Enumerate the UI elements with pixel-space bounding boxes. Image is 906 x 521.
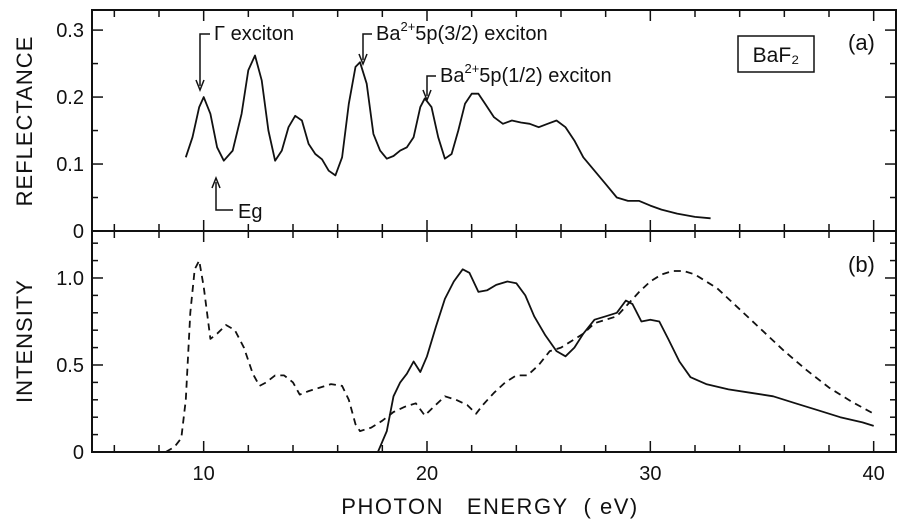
series-line-solid — [377, 268, 874, 453]
gamma-arrowhead — [195, 79, 205, 93]
material-label: BaF₂ — [753, 44, 800, 67]
panel-a-label: (a) — [848, 30, 875, 55]
y-tick-label: 1.0 — [56, 268, 84, 290]
material-label-box — [737, 35, 815, 73]
x-tick-label: 30 — [639, 463, 661, 485]
gamma-arrow-line — [199, 33, 210, 86]
y-tick-label: 0.1 — [56, 154, 84, 176]
y-tick-label: 0.5 — [56, 355, 84, 377]
x-tick-label: 10 — [193, 463, 215, 485]
ba32-arrow-line — [362, 33, 372, 60]
ba12-arrowhead — [422, 89, 432, 103]
annotation-arrows — [195, 33, 436, 211]
panel-b-label: (b) — [848, 252, 875, 277]
y-tick-label: 0.2 — [56, 87, 84, 109]
eg-arrowhead — [211, 175, 221, 189]
ba32-arrowhead — [358, 53, 368, 67]
y-tick-label: 0 — [73, 442, 84, 464]
annotation-ba-1-2-exciton: Ba2+5p(1/2) exciton — [440, 61, 612, 87]
y-axis-label-reflectance: REFLECTANCE — [12, 36, 37, 207]
y-axis-label-intensity: INTENSITY — [12, 279, 37, 403]
axis-ticks — [92, 10, 896, 453]
series-line-solid — [184, 54, 711, 220]
y-tick-label: 0 — [73, 221, 84, 243]
data-curves — [165, 54, 875, 453]
series-line-dashed — [165, 259, 875, 453]
x-axis-label: PHOTON ENERGY ( eV) — [341, 494, 638, 519]
x-tick-label: 20 — [416, 463, 438, 485]
ba12-arrow-line — [426, 75, 436, 96]
y-tick-label: 0.3 — [56, 20, 84, 42]
eg-arrow-line — [215, 182, 233, 211]
annotation-gamma-exciton: Γ exciton — [214, 23, 294, 45]
tick-labels: 0 0.1 0.2 0.3 0 0.5 1.0 10 20 30 40 — [56, 20, 885, 485]
annotation-eg: Eg — [238, 201, 262, 223]
annotation-ba-3-2-exciton: Ba2+5p(3/2) exciton — [376, 19, 548, 45]
x-tick-label: 40 — [863, 463, 885, 485]
